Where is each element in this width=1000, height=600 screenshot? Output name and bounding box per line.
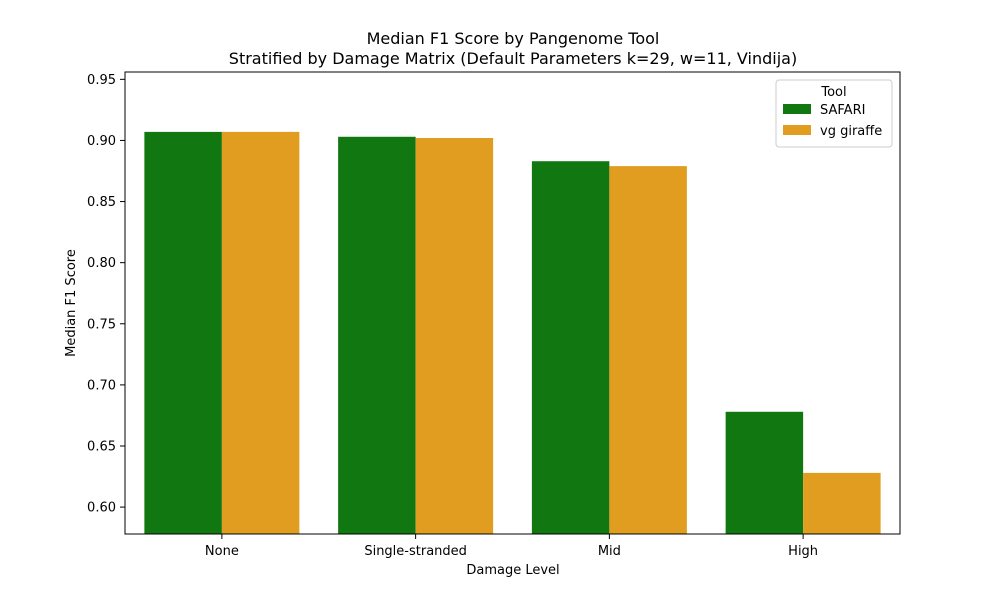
chart-title: Median F1 Score by Pangenome Tool — [367, 29, 660, 48]
bar-safari-mid — [531, 161, 610, 534]
y-tick-label: 0.70 — [87, 378, 116, 393]
bar-safari-single-stranded — [338, 136, 416, 534]
x-axis-label: Damage Level — [466, 563, 559, 578]
y-axis: 0.60 0.65 0.70 0.75 0.80 0.85 0.90 0.95 — [87, 73, 125, 516]
y-tick-label: 0.90 — [87, 134, 116, 149]
legend-swatch — [783, 104, 811, 114]
bar-vg-giraffe-mid — [609, 166, 687, 534]
legend-swatch — [783, 125, 811, 135]
bar-safari-none — [144, 131, 222, 534]
x-axis: None Single-stranded Mid High — [205, 534, 818, 559]
bar-vg-giraffe-none — [221, 131, 300, 534]
y-tick-label: 0.60 — [87, 501, 116, 516]
bar-safari-high — [725, 411, 804, 534]
bar-vg-giraffe-single-stranded — [415, 138, 494, 534]
y-tick-label: 0.75 — [87, 317, 116, 332]
x-tick-label: None — [205, 544, 239, 559]
legend-entries: SAFARI vg giraffe — [783, 103, 882, 139]
chart-subtitle: Stratified by Damage Matrix (Default Par… — [229, 49, 797, 68]
legend-title: Tool — [820, 85, 846, 100]
x-tick-label: Single-stranded — [364, 544, 467, 559]
legend-label: vg giraffe — [820, 124, 882, 139]
y-axis-label: Median F1 Score — [64, 249, 79, 357]
legend: Tool SAFARI vg giraffe — [775, 79, 893, 148]
y-tick-label: 0.85 — [87, 195, 116, 210]
x-tick-label: High — [788, 544, 818, 559]
y-tick-label: 0.65 — [87, 440, 116, 455]
bar-vg-giraffe-high — [803, 472, 881, 534]
y-tick-label: 0.80 — [87, 256, 116, 271]
plot-frame — [124, 71, 901, 535]
legend-label: SAFARI — [820, 103, 865, 118]
bars-group — [144, 131, 881, 534]
x-tick-label: Mid — [598, 544, 621, 559]
y-tick-label: 0.95 — [87, 73, 116, 88]
